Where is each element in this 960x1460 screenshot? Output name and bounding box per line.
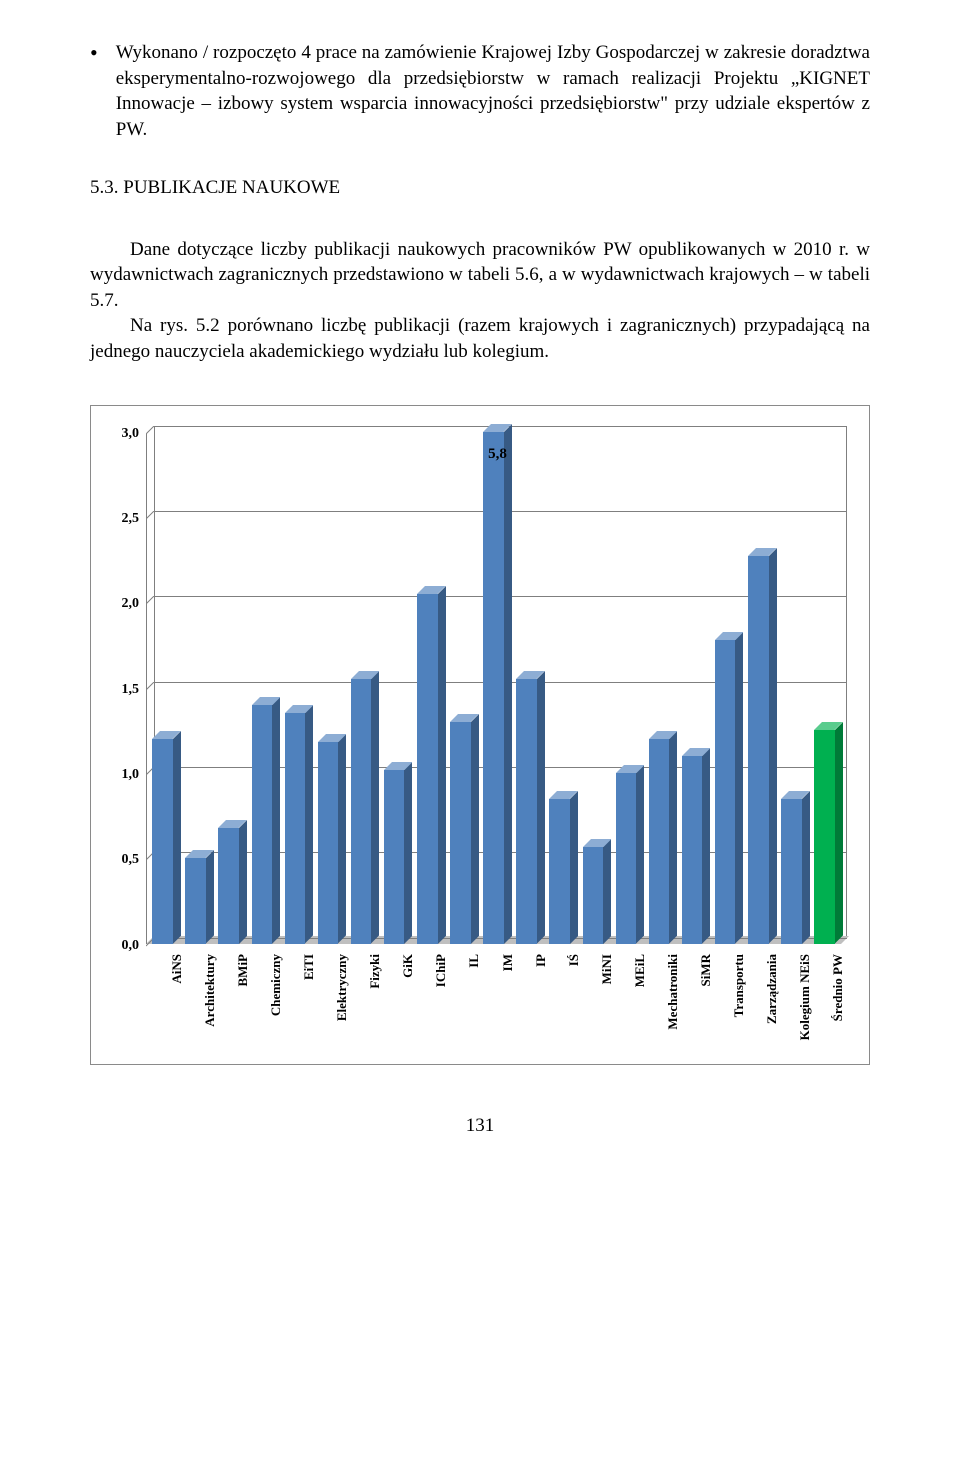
bullet-text: Wykonano / rozpoczęto 4 prace na zamówie… — [116, 40, 870, 143]
bar-IP — [516, 679, 537, 944]
y-tick-label: 1,0 — [95, 767, 139, 783]
page-number: 131 — [90, 1115, 870, 1137]
x-tick-label: MEiL — [632, 954, 648, 987]
y-tick-label: 0,5 — [95, 852, 139, 868]
x-tick-label: AiNS — [169, 954, 185, 984]
x-tick-label: Zarządzania — [764, 954, 780, 1024]
x-tick-label: GiK — [400, 954, 416, 978]
bar-BMiP — [218, 828, 239, 944]
x-tick-label: Fizyki — [367, 954, 383, 989]
plot-area — [146, 426, 847, 944]
x-tick-label: MiNI — [599, 954, 615, 984]
bar-IŚ — [549, 799, 570, 944]
section-heading: 5.3. PUBLIKACJE NAUKOWE — [90, 177, 870, 199]
bar-EiTI — [285, 713, 306, 943]
x-tick-label: Mechatroniki — [665, 954, 681, 1030]
chart-card: 0,0 0,5 1,0 1,5 2,0 2,5 3,0 AiNS Architektury BM… — [90, 405, 870, 1065]
x-tick-label: IChiP — [433, 954, 449, 987]
y-tick-label: 1,5 — [95, 682, 139, 698]
y-tick-label: 0,0 — [95, 938, 139, 954]
bar-SiMR — [682, 756, 703, 944]
overflow-label: 5,8 — [488, 446, 507, 463]
x-tick-label: Kolegium NEiS — [797, 954, 813, 1040]
bar-Fizyki — [351, 679, 372, 944]
bar-Elektryczny — [318, 742, 339, 943]
bar-Chemiczny — [252, 705, 273, 944]
x-tick-label: Elektryczny — [334, 954, 350, 1021]
paragraph-2: Na rys. 5.2 porównano liczbę publikacji … — [90, 313, 870, 364]
bar-MEiL — [616, 773, 637, 944]
bar-IL — [450, 722, 471, 944]
bar-MiNI — [583, 847, 604, 944]
x-tick-label: IL — [466, 954, 482, 968]
x-tick-label: BMiP — [235, 954, 251, 987]
bullet-block: • Wykonano / rozpoczęto 4 prace na zamów… — [90, 40, 870, 143]
bar-Kolegium NEiS — [781, 799, 802, 944]
x-tick-label: Architektury — [202, 954, 218, 1027]
x-tick-label: IM — [500, 954, 516, 971]
x-tick-label: Transportu — [731, 954, 747, 1017]
bar-Średnio PW — [814, 730, 835, 943]
x-tick-label: Chemiczny — [268, 954, 284, 1016]
x-tick-label: SiMR — [698, 954, 714, 987]
bar-Zarządzania — [748, 556, 769, 943]
bar-Mechatroniki — [649, 739, 670, 944]
bar-IChiP — [417, 594, 438, 944]
y-tick-label: 2,5 — [95, 511, 139, 527]
bar-GiK — [384, 770, 405, 944]
paragraph-1: Dane dotyczące liczby publikacji naukowy… — [90, 237, 870, 314]
bar-IM — [483, 432, 504, 944]
bar-Architektury — [185, 858, 206, 943]
x-tick-label: Średnio PW — [830, 954, 846, 1021]
chart-inner: 0,0 0,5 1,0 1,5 2,0 2,5 3,0 AiNS Architektury BM… — [91, 406, 869, 1064]
y-tick-label: 2,0 — [95, 596, 139, 612]
bar-AiNS — [152, 739, 173, 944]
bar-Transportu — [715, 640, 736, 944]
bullet-marker: • — [90, 40, 98, 66]
y-tick-label: 3,0 — [95, 426, 139, 442]
x-tick-label: EiTI — [301, 954, 317, 980]
x-tick-label: IP — [533, 954, 549, 967]
x-tick-label: IŚ — [566, 954, 582, 966]
